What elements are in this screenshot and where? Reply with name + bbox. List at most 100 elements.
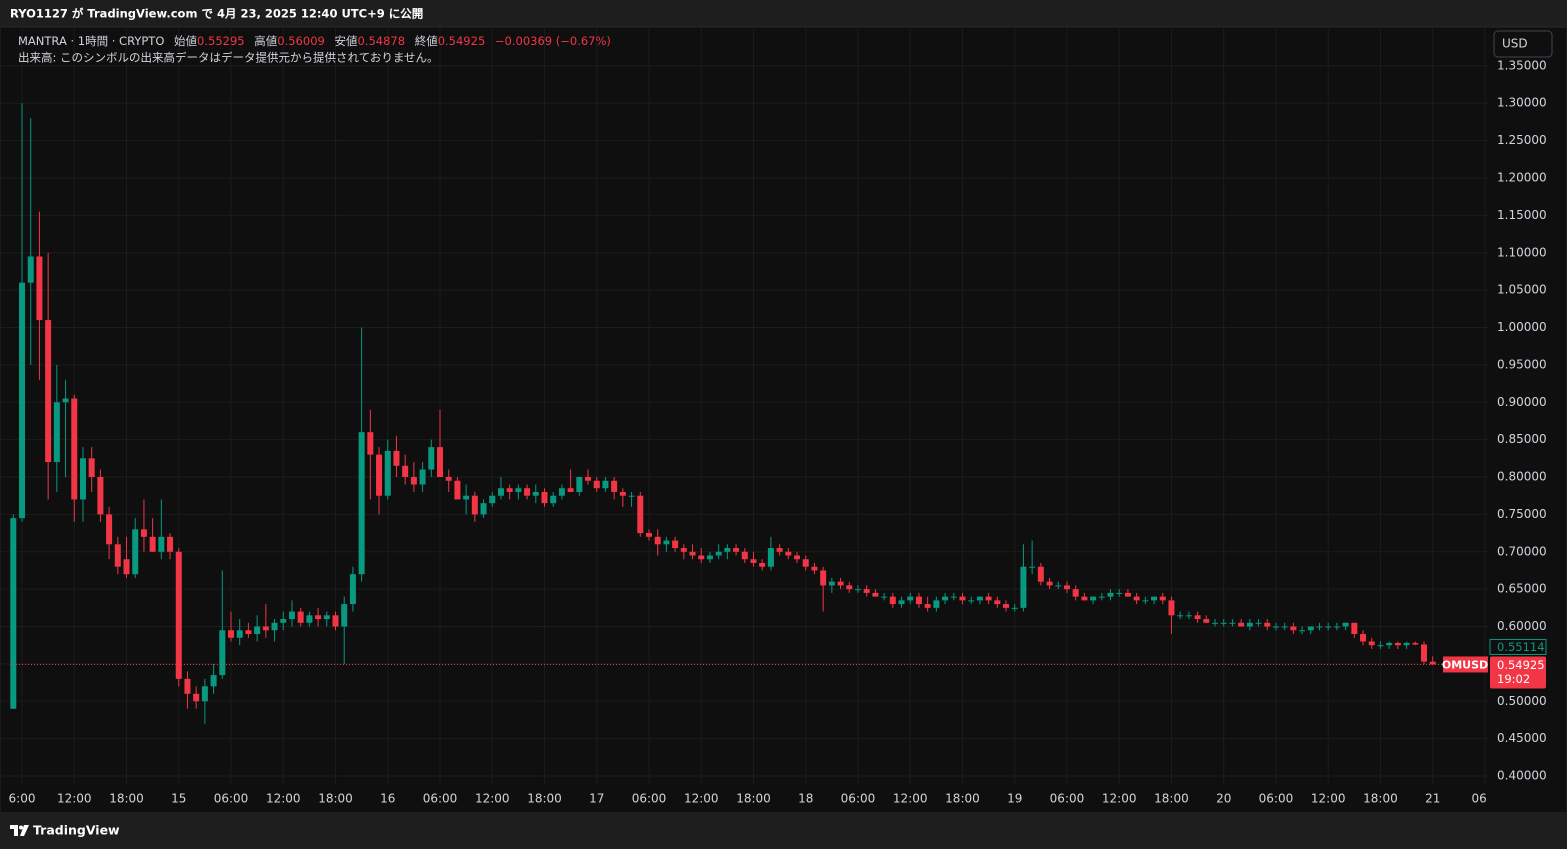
candle-body (323, 615, 330, 620)
candle-body (1255, 622, 1262, 624)
close-value: 0.54925 (438, 34, 486, 48)
candle-body (471, 495, 478, 515)
candle-body (1081, 596, 1088, 601)
candle-body (62, 398, 69, 403)
candle-body (1194, 615, 1201, 620)
candle-body (881, 596, 888, 598)
ticker-label: OMUSD (1442, 658, 1488, 671)
candle-body (1055, 585, 1062, 587)
y-tick-label: 1.15000 (1497, 208, 1547, 222)
currency-button[interactable] (1493, 30, 1553, 58)
candle-body (672, 540, 679, 549)
change: −0.00369 (−0.67%) (495, 34, 611, 48)
candle-body (593, 480, 600, 489)
currency-label[interactable]: USD (1502, 37, 1528, 51)
candle-body (637, 495, 644, 534)
x-tick-label: 06:00 (841, 792, 876, 806)
candle-body (1029, 566, 1036, 568)
volume-note: 出来高: このシンボルの出来高データはデータ提供元から提供されておりません。 (18, 51, 439, 65)
y-tick-label: 0.45000 (1497, 731, 1547, 745)
y-tick-label: 0.70000 (1497, 544, 1547, 558)
candle-body (915, 596, 922, 605)
y-tick-label: 1.35000 (1497, 58, 1547, 72)
y-tick-label: 1.05000 (1497, 283, 1547, 297)
candle-body (715, 551, 722, 556)
candle-body (706, 555, 713, 560)
grid (0, 27, 1488, 785)
candle-body (567, 488, 574, 492)
candle-body (53, 402, 60, 463)
y-tick-label: 1.10000 (1497, 245, 1547, 259)
x-tick-label: 06:00 (1259, 792, 1294, 806)
y-tick-label: 0.85000 (1497, 432, 1547, 446)
candle-body (907, 596, 914, 601)
candle-body (985, 596, 992, 601)
candle-body (733, 548, 740, 552)
x-tick-label: 12:00 (684, 792, 719, 806)
candle-body (262, 626, 269, 631)
candle-body (1342, 622, 1349, 627)
candle-body (959, 596, 966, 601)
candle-body (489, 495, 496, 504)
candle-body (1360, 633, 1367, 642)
candle-body (550, 495, 557, 504)
candle-body (811, 566, 818, 571)
candle-body (1142, 600, 1149, 602)
x-tick-label: 19 (1007, 792, 1022, 806)
candle-body (924, 604, 931, 608)
x-tick-label: 12:00 (1311, 792, 1346, 806)
candle-body (45, 320, 52, 463)
candle-body (349, 574, 356, 605)
last-price-box (1490, 656, 1546, 689)
y-tick-label: 1.25000 (1497, 133, 1547, 147)
candle-body (245, 630, 252, 634)
candle-body (201, 686, 208, 702)
candle-body (1037, 566, 1044, 582)
brand: TradingView (33, 823, 120, 838)
candle-body (663, 540, 670, 545)
x-tick-label: 18:00 (109, 792, 144, 806)
candle-body (950, 596, 957, 598)
x-tick-label: 20 (1216, 792, 1231, 806)
candle-body (1098, 596, 1105, 598)
candle-body (698, 555, 705, 560)
candle-body (1116, 592, 1123, 594)
y-tick-label: 0.50000 (1497, 694, 1547, 708)
candle-body (1394, 642, 1401, 646)
candle-body (1185, 615, 1192, 617)
candle-body (158, 536, 165, 552)
countdown-label: 19:02 (1497, 672, 1530, 686)
high-value: 0.56009 (277, 34, 325, 48)
x-tick-label: 12:00 (266, 792, 301, 806)
candle-body (889, 596, 896, 605)
x-tick-label: 06:00 (632, 792, 667, 806)
other-price-label: 0.55114 (1497, 640, 1545, 654)
candle-body (515, 488, 522, 492)
candle-body (776, 548, 783, 552)
candle-body (480, 503, 487, 515)
y-tick-label: 0.65000 (1497, 582, 1547, 596)
candle-body (71, 398, 78, 500)
high-label: 高値 (254, 34, 277, 48)
candle-body (1368, 641, 1375, 646)
candle-body (976, 596, 983, 601)
candle-body (463, 495, 470, 500)
candle-body (393, 450, 400, 466)
y-tick-label: 0.75000 (1497, 507, 1547, 521)
candle-body (724, 548, 731, 552)
candle-body (802, 559, 809, 567)
x-tick-label: 06:00 (423, 792, 458, 806)
candle-body (175, 551, 182, 679)
candle-body (1168, 600, 1175, 616)
candle-body (994, 600, 1001, 605)
x-tick-label: 15 (171, 792, 186, 806)
candle-body (36, 256, 43, 321)
candle-body (602, 480, 609, 489)
candle-body (1333, 626, 1340, 628)
candle-body (254, 626, 261, 634)
candle-body (236, 630, 243, 638)
candle-body (1133, 596, 1140, 601)
candle-body (1272, 626, 1279, 628)
candle-body (898, 600, 905, 605)
x-tick-label: 06:00 (1050, 792, 1085, 806)
